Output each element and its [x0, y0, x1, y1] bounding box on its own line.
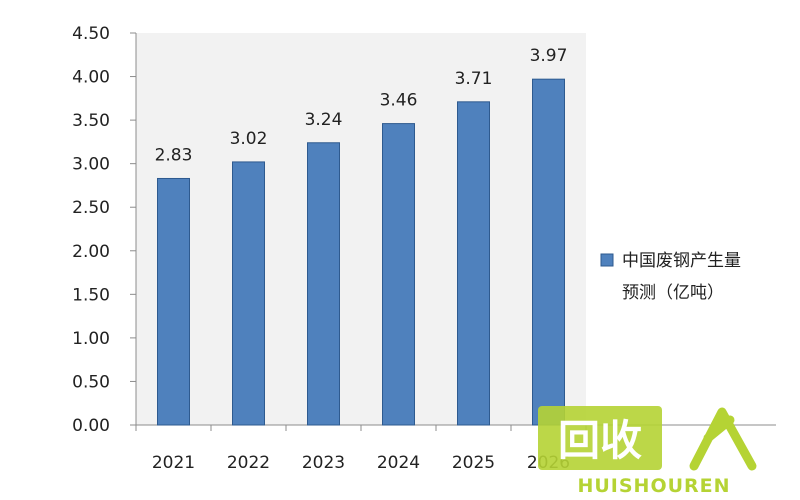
y-axis: 0.00 0.50 1.00 1.50 2.00 2.50 3.00 3.50 4.00 4.50	[72, 24, 137, 436]
watermark-badge	[538, 406, 662, 470]
watermark-brand-text: HUISHOUREN	[577, 475, 730, 497]
x-tick-label: 2023	[302, 453, 345, 473]
data-label: 3.02	[230, 129, 268, 149]
y-tick-label: 4.00	[72, 68, 110, 88]
data-labels: 2.83 3.02 3.24 3.46 3.71 3.97	[155, 46, 568, 165]
legend-label-line1: 中国废钢产生量	[622, 251, 741, 271]
y-tick-label: 2.50	[72, 198, 110, 218]
x-tick-label: 2025	[452, 453, 495, 473]
bar	[232, 161, 265, 426]
data-label: 3.24	[305, 110, 343, 130]
data-label: 2.83	[155, 145, 193, 165]
legend-swatch	[600, 253, 614, 267]
legend-label-line2: 预测（亿吨）	[622, 283, 724, 303]
legend: 中国废钢产生量 预测（亿吨）	[600, 251, 741, 303]
data-label: 3.46	[380, 91, 418, 111]
data-label: 3.71	[455, 69, 493, 89]
bars	[157, 78, 565, 426]
watermark-logo: 回收 HUISHOUREN	[538, 406, 757, 497]
y-tick-label: 4.50	[72, 24, 110, 44]
y-tick-label: 3.50	[72, 111, 110, 131]
bar	[457, 101, 490, 426]
watermark-logo-text: 回收	[558, 416, 642, 465]
y-tick-label: 0.00	[72, 416, 110, 436]
x-tick-label: 2022	[227, 453, 270, 473]
y-tick-label: 1.50	[72, 285, 110, 305]
watermark-person-icon	[689, 407, 757, 471]
y-tick-label: 3.00	[72, 155, 110, 175]
plot-area	[136, 33, 586, 425]
y-tick-label: 0.50	[72, 372, 110, 392]
x-tick-label: 2021	[152, 453, 195, 473]
x-tick-label: 2024	[377, 453, 420, 473]
bar	[307, 142, 340, 426]
bar	[382, 123, 415, 426]
y-tick-label: 1.00	[72, 329, 110, 349]
bar	[157, 177, 190, 426]
bar	[532, 78, 565, 426]
data-label: 3.97	[530, 46, 568, 66]
x-axis: 202120222023202420252026	[135, 424, 776, 473]
y-tick-label: 2.00	[72, 242, 110, 262]
